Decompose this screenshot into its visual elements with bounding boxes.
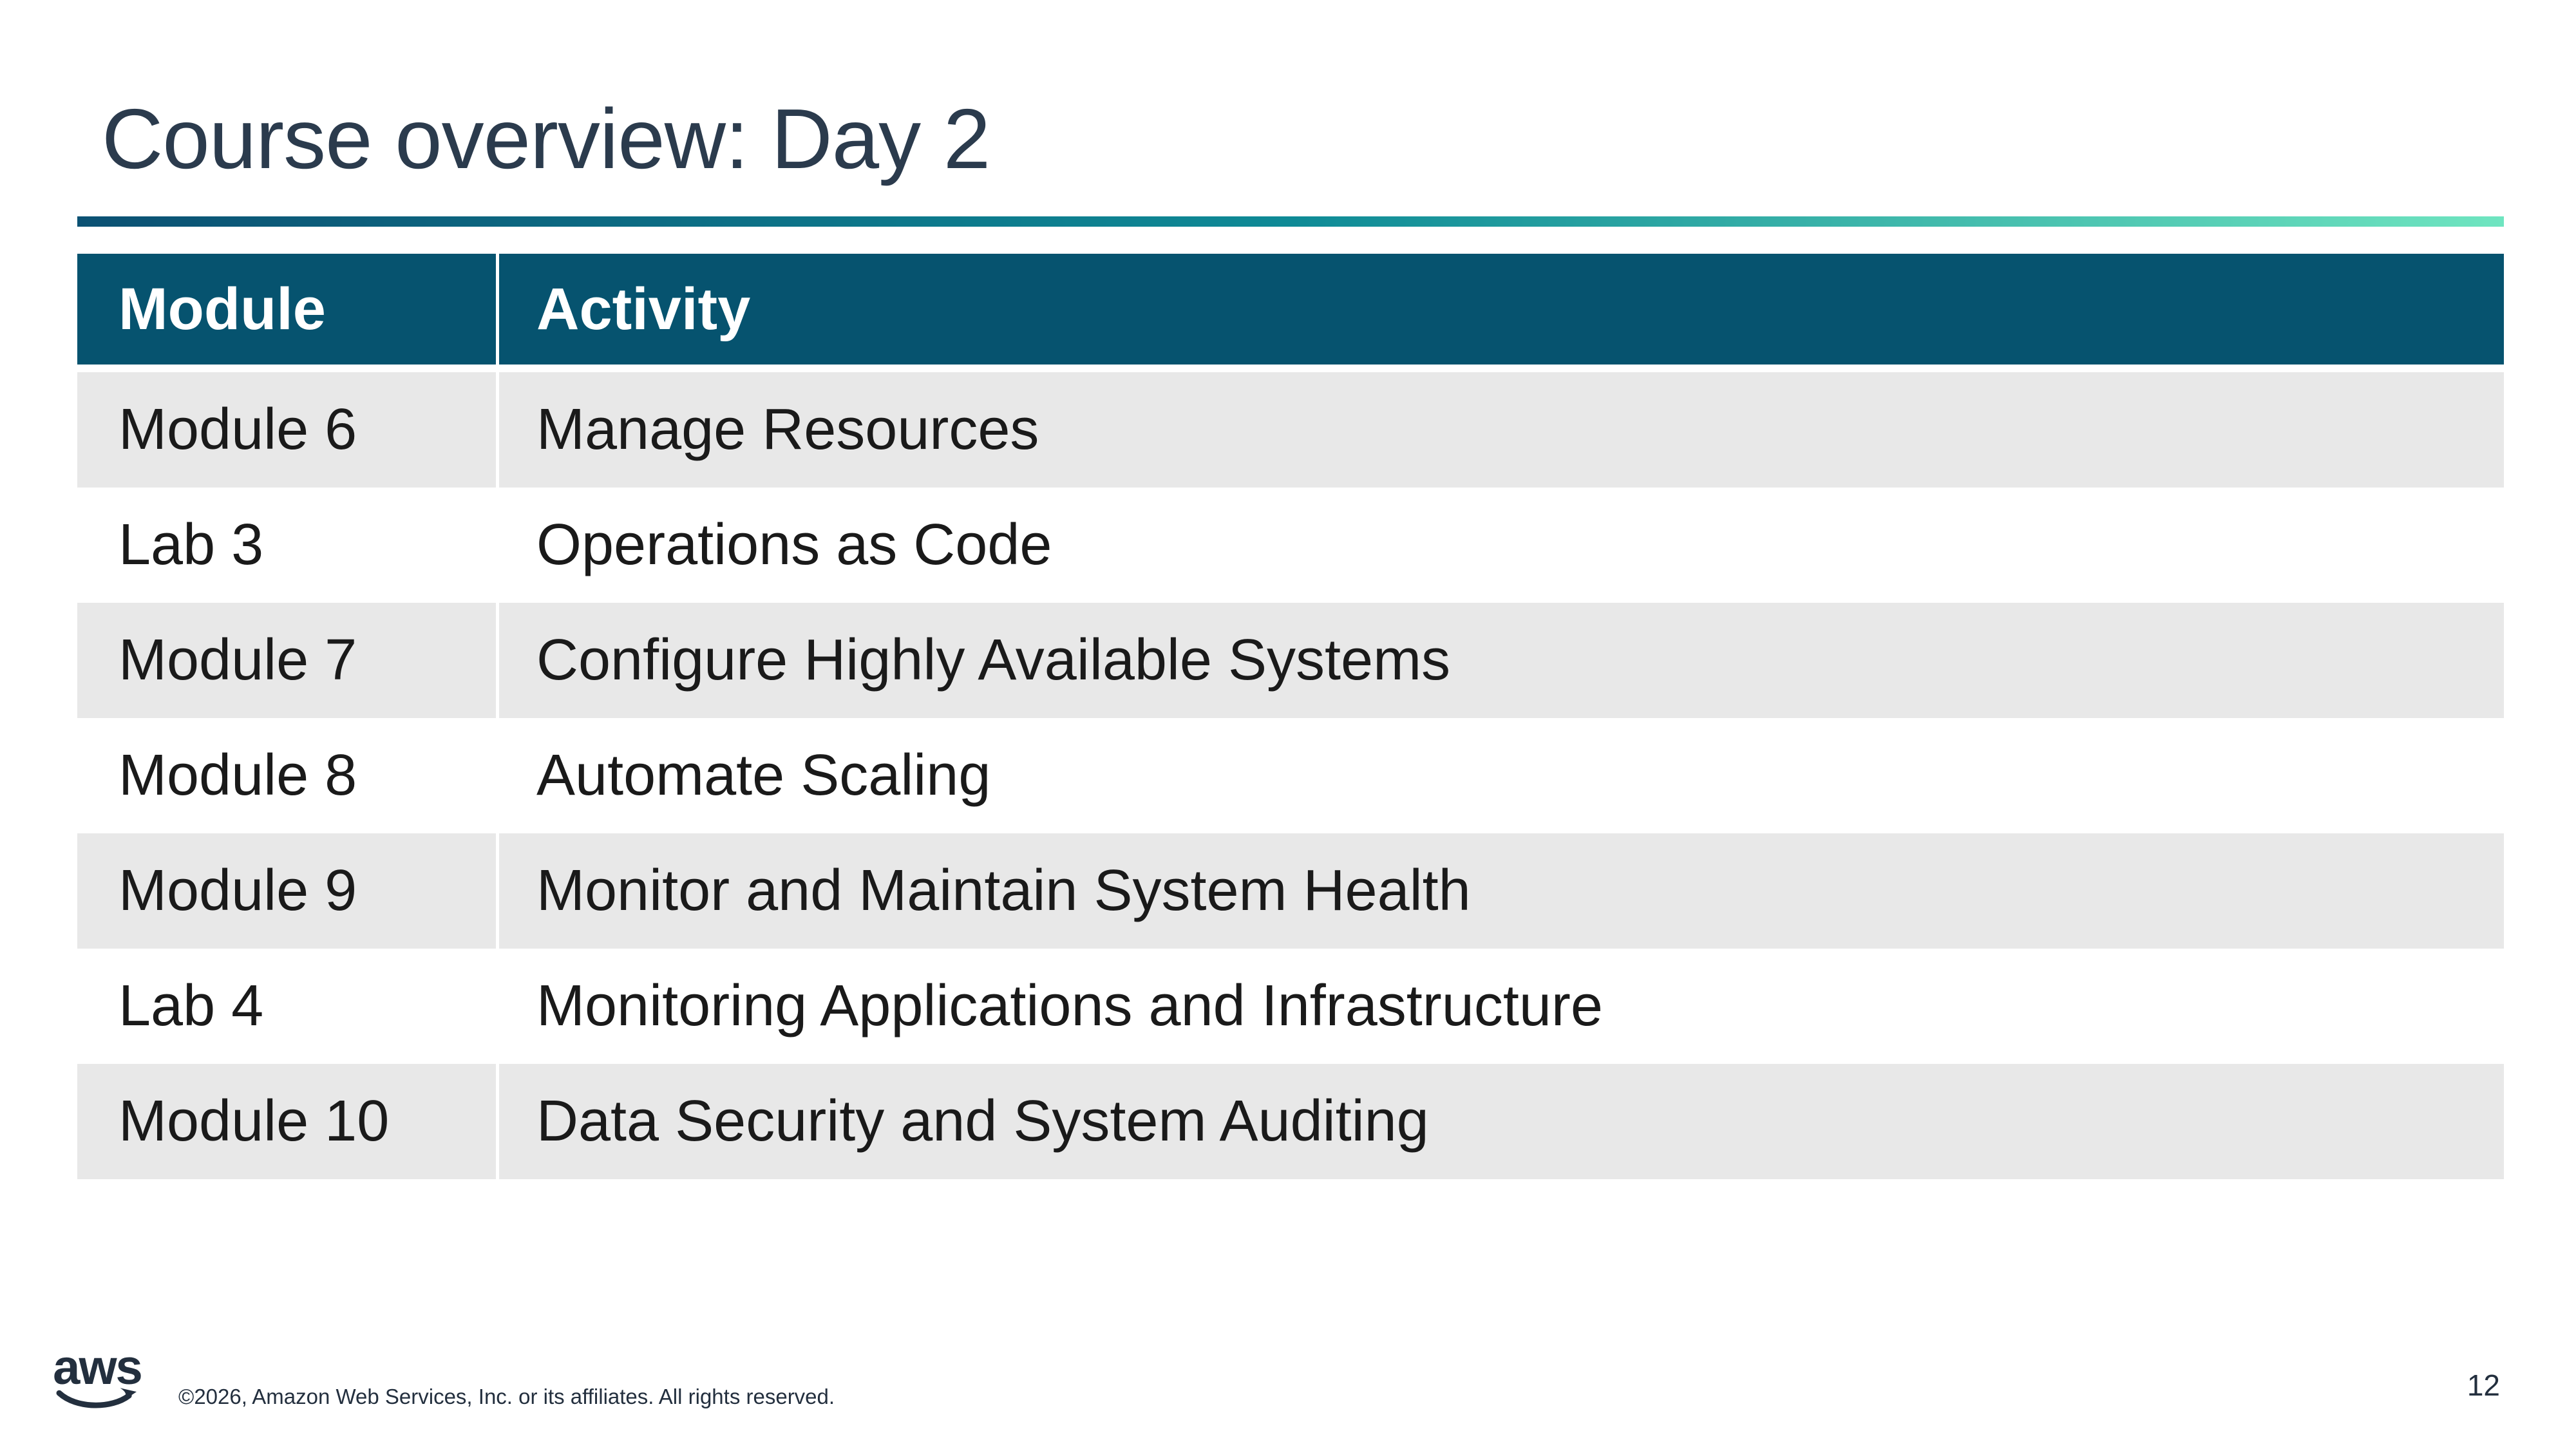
table-row: Module 7 Configure Highly Available Syst… [77, 603, 2504, 718]
module-cell: Lab 3 [77, 488, 496, 603]
activity-cell: Monitor and Maintain System Health [499, 833, 2504, 949]
module-cell: Module 8 [77, 718, 496, 833]
title-accent-bar [77, 216, 2504, 227]
module-cell: Module 6 [77, 372, 496, 488]
table-row: Module 9 Monitor and Maintain System Hea… [77, 833, 2504, 949]
activity-cell: Operations as Code [499, 488, 2504, 603]
table-header-row: Module Activity [77, 254, 2504, 365]
table-row: Module 8 Automate Scaling [77, 718, 2504, 833]
module-cell: Module 10 [77, 1064, 496, 1179]
page-number: 12 [2467, 1368, 2500, 1402]
column-header-module: Module [77, 254, 496, 365]
table-row: Lab 4 Monitoring Applications and Infras… [77, 949, 2504, 1064]
activity-cell: Manage Resources [499, 372, 2504, 488]
activity-cell: Monitoring Applications and Infrastructu… [499, 949, 2504, 1064]
table-row: Module 6 Manage Resources [77, 372, 2504, 488]
table-row: Module 10 Data Security and System Audit… [77, 1064, 2504, 1179]
activity-cell: Data Security and System Auditing [499, 1064, 2504, 1179]
module-cell: Module 9 [77, 833, 496, 949]
module-cell: Module 7 [77, 603, 496, 718]
column-header-activity: Activity [499, 254, 2504, 365]
activity-cell: Automate Scaling [499, 718, 2504, 833]
module-cell: Lab 4 [77, 949, 496, 1064]
page-title: Course overview: Day 2 [102, 91, 990, 186]
table-body: Module 6 Manage Resources Lab 3 Operatio… [77, 372, 2504, 1179]
aws-smile-arrow-icon [56, 1388, 137, 1408]
table-row: Lab 3 Operations as Code [77, 488, 2504, 603]
copyright-notice: ©2026, Amazon Web Services, Inc. or its … [178, 1385, 835, 1408]
activity-cell: Configure Highly Available Systems [499, 603, 2504, 718]
course-overview-table: Module Activity Module 6 Manage Resource… [77, 254, 2504, 1179]
aws-logo: aws [53, 1340, 143, 1410]
aws-logo-text: aws [53, 1340, 143, 1395]
